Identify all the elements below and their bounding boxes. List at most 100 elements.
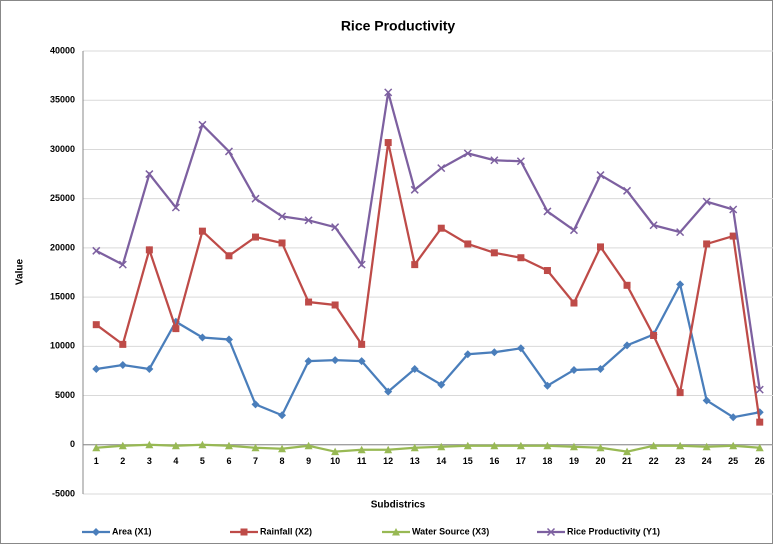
marker <box>240 528 248 536</box>
marker <box>702 442 711 451</box>
marker <box>623 281 631 289</box>
x-tick-label: 20 <box>595 456 605 466</box>
x-tick-label: 9 <box>306 456 311 466</box>
marker <box>304 357 313 366</box>
x-tick-label: 14 <box>436 456 446 466</box>
marker <box>331 447 340 456</box>
marker <box>92 443 101 452</box>
y-tick-label: 10000 <box>50 341 75 351</box>
marker <box>384 387 393 396</box>
y-tick-label: 30000 <box>50 144 75 154</box>
marker <box>384 139 392 147</box>
marker <box>702 396 711 405</box>
legend-label: Rainfall (X2) <box>260 526 312 536</box>
x-tick-label: 12 <box>383 456 393 466</box>
marker <box>251 400 260 409</box>
marker <box>755 443 764 452</box>
marker <box>171 203 180 212</box>
marker <box>676 228 685 237</box>
marker <box>516 344 525 353</box>
marker <box>543 441 552 450</box>
marker <box>516 157 525 166</box>
marker <box>198 333 207 342</box>
marker <box>463 350 472 359</box>
x-tick-label: 6 <box>226 456 231 466</box>
x-tick-label: 10 <box>330 456 340 466</box>
marker <box>702 197 711 206</box>
x-tick-label: 22 <box>649 456 659 466</box>
marker <box>331 223 340 232</box>
marker <box>224 335 233 344</box>
marker <box>729 205 738 214</box>
marker <box>410 185 419 194</box>
x-tick-label: 13 <box>410 456 420 466</box>
x-tick-label: 21 <box>622 456 632 466</box>
marker <box>490 156 499 165</box>
x-tick-label: 8 <box>280 456 285 466</box>
marker <box>543 207 552 216</box>
x-tick-label: 1 <box>94 456 99 466</box>
marker <box>703 240 711 248</box>
marker <box>145 364 154 373</box>
marker <box>198 440 207 449</box>
marker <box>676 280 685 289</box>
marker <box>463 441 472 450</box>
x-tick-label: 19 <box>569 456 579 466</box>
y-tick-label: 0 <box>70 439 75 449</box>
marker <box>729 413 738 422</box>
marker <box>198 227 206 235</box>
marker <box>490 348 499 357</box>
marker <box>437 164 446 173</box>
marker <box>198 120 207 129</box>
x-tick-label: 2 <box>120 456 125 466</box>
series-line <box>96 281 760 419</box>
marker <box>463 149 472 158</box>
marker <box>225 252 233 260</box>
marker <box>411 261 419 269</box>
series-line <box>96 443 760 453</box>
marker <box>569 365 578 374</box>
y-tick-label: 40000 <box>50 45 75 55</box>
chart-title: Rice Productivity <box>341 18 456 34</box>
marker <box>118 260 127 269</box>
x-tick-label: 18 <box>542 456 552 466</box>
marker <box>596 364 605 373</box>
x-tick-label: 26 <box>755 456 765 466</box>
legend: Area (X1) Rainfall (X2) Water Source (X3) R… <box>82 526 660 536</box>
marker <box>145 170 154 179</box>
marker <box>392 528 400 536</box>
series-line <box>95 92 761 390</box>
marker <box>92 528 100 536</box>
marker <box>358 340 366 348</box>
marker <box>92 246 101 255</box>
marker <box>464 240 472 248</box>
marker <box>304 216 313 225</box>
x-tick-label: 23 <box>675 456 685 466</box>
x-tick-label: 25 <box>728 456 738 466</box>
y-tick-label: 20000 <box>50 242 75 252</box>
y-axis-title: Value <box>15 259 26 286</box>
marker <box>649 221 658 230</box>
y-tick-label: 25000 <box>50 193 75 203</box>
marker <box>251 194 260 203</box>
series-line <box>95 142 761 423</box>
marker <box>357 260 366 269</box>
marker <box>623 341 632 350</box>
x-tick-label: 15 <box>463 456 473 466</box>
marker <box>570 299 578 307</box>
marker <box>516 441 525 450</box>
x-tick-label: 5 <box>200 456 205 466</box>
marker <box>756 418 764 426</box>
marker <box>331 356 340 365</box>
x-tick-label: 7 <box>253 456 258 466</box>
grid: -5000 0 5000 10000 15000 20000 25000 30000 35000… <box>50 45 773 498</box>
marker <box>596 171 605 180</box>
marker <box>410 443 419 452</box>
marker <box>490 249 498 257</box>
marker <box>569 226 578 235</box>
x-tick-label: 11 <box>357 456 367 466</box>
y-tick-label: 5000 <box>55 390 75 400</box>
marker <box>410 364 419 373</box>
marker <box>171 441 180 450</box>
marker <box>569 442 578 451</box>
